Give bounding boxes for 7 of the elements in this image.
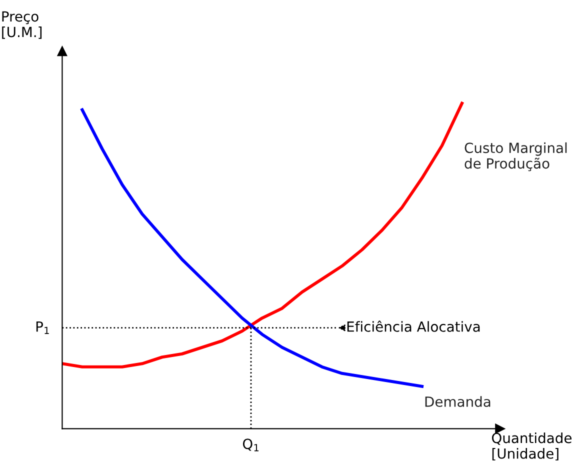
series-label: Custo Marginal de Produção: [464, 142, 567, 172]
y-axis-title: Preço [U.M.]: [2, 11, 42, 39]
ref-line-label: P$_{1}$: [36, 322, 49, 334]
text: Q$_{1}$: [242, 438, 259, 452]
series-label: Demanda: [425, 396, 490, 407]
annotation: Eficiência Alocativa: [347, 320, 480, 332]
x-axis-title: Quantidade [Unidade]: [492, 432, 572, 460]
